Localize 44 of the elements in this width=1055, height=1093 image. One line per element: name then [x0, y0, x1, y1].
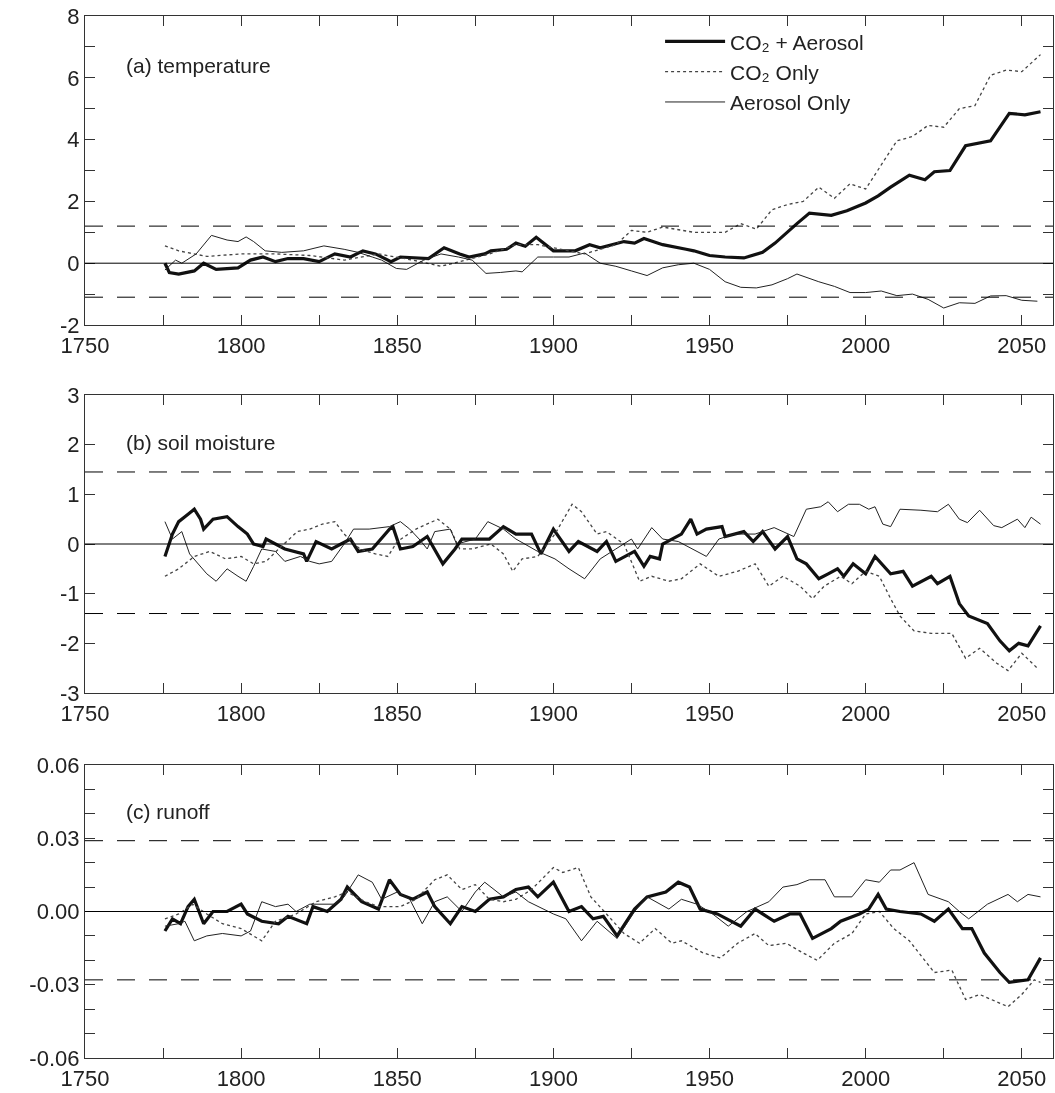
- x-tick-label: 1850: [372, 332, 422, 358]
- text: (b) soil moisture: [126, 431, 276, 454]
- x-tick-label: 1850: [372, 1065, 422, 1091]
- y-tick-label: 1: [67, 482, 80, 508]
- line-series: [164, 862, 1042, 942]
- y-tick-label: 0: [67, 250, 80, 276]
- x-tick-label: 1850: [372, 700, 422, 726]
- x-tick-label: 1900: [528, 1065, 578, 1091]
- y-tick-label: 0: [67, 531, 80, 557]
- x-tick-label: 1950: [685, 1065, 734, 1091]
- x-tick-label: 2050: [997, 332, 1047, 358]
- x-tick-label: 1800: [216, 332, 266, 358]
- x-tick-label: 1950: [685, 700, 734, 726]
- x-tick-label: 1900: [528, 332, 578, 358]
- y-tick-label: 0.03: [36, 825, 80, 851]
- text: (c) runoff: [126, 800, 210, 823]
- x-tick-label: 1800: [216, 700, 266, 726]
- line-series: [163, 878, 1043, 984]
- x-tick-label: 2000: [841, 332, 891, 358]
- x-tick-label: 1950: [685, 332, 734, 358]
- y-tick-label: -2: [59, 631, 80, 657]
- legend-label: Aerosol Only: [730, 91, 851, 115]
- text: (a) temperature: [126, 54, 271, 77]
- y-tick-label: 8: [67, 3, 80, 29]
- x-tick-label: 2050: [997, 700, 1047, 726]
- legend-label: CO₂ + Aerosol: [730, 30, 864, 54]
- x-tick-label: 2050: [997, 1065, 1047, 1091]
- x-tick-label: 1800: [216, 1065, 266, 1091]
- x-tick-label: 1900: [528, 700, 578, 726]
- x-tick-label: 2000: [841, 700, 891, 726]
- y-tick-label: 0.06: [36, 752, 80, 778]
- y-tick-label: 2: [67, 189, 80, 215]
- y-tick-label: 6: [67, 65, 80, 91]
- y-tick-label: -1: [59, 581, 80, 607]
- y-tick-label: 0.00: [36, 899, 80, 925]
- line-series: [164, 501, 1042, 582]
- y-tick-label: -0.03: [29, 972, 80, 998]
- line-series: [164, 234, 1038, 309]
- y-tick-label: 3: [67, 382, 80, 408]
- legend-label: CO₂ Only: [730, 60, 820, 84]
- y-tick-label: 4: [67, 127, 80, 153]
- x-tick-label: 2000: [841, 1065, 891, 1091]
- y-tick-label: 2: [67, 432, 80, 458]
- line-series: [164, 866, 1042, 1008]
